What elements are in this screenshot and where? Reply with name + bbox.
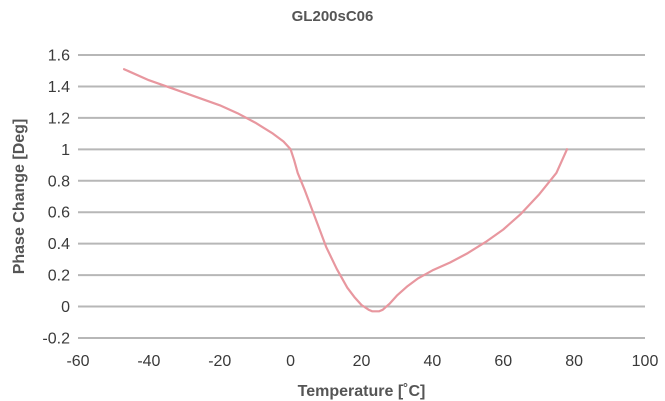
x-tick-label: 80 <box>565 353 583 370</box>
y-tick-label: 0.2 <box>48 268 70 285</box>
y-axis-title: Phase Change [Deg] <box>11 119 28 275</box>
y-tick-label: 0 <box>61 299 70 316</box>
y-tick-label: 0.4 <box>48 236 70 253</box>
y-tick-label: 0.6 <box>48 205 70 222</box>
x-axis-title: Temperature [˚C] <box>298 383 426 400</box>
x-tick-label: 60 <box>494 353 512 370</box>
x-tick-label: 100 <box>632 353 659 370</box>
chart-title: GL200sC06 <box>291 8 374 25</box>
x-tick-label: -40 <box>137 353 160 370</box>
y-tick-label: 1.6 <box>48 48 70 65</box>
y-tick-label: 1.4 <box>48 79 70 96</box>
y-tick-label: -0.2 <box>42 331 70 348</box>
x-tick-label: 0 <box>286 353 295 370</box>
x-tick-label: 20 <box>353 353 371 370</box>
x-tick-label: -20 <box>208 353 231 370</box>
y-tick-label: 1 <box>61 142 70 159</box>
y-tick-label: 0.8 <box>48 173 70 190</box>
x-tick-label: 40 <box>423 353 441 370</box>
x-tick-label: -60 <box>66 353 89 370</box>
series-line-0 <box>122 68 569 313</box>
y-tick-label: 1.2 <box>48 110 70 127</box>
